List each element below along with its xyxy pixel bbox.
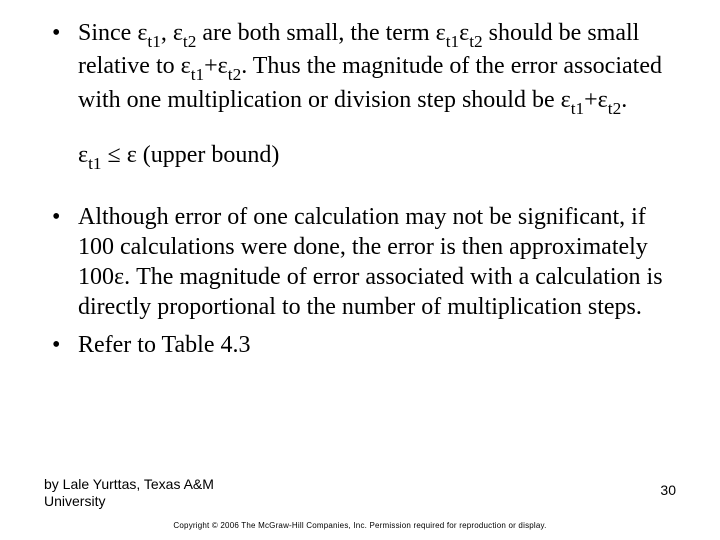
bullet-1: Since εt1, εt2 are both small, the term … bbox=[48, 18, 680, 118]
slide-content: Since εt1, εt2 are both small, the term … bbox=[48, 18, 680, 368]
text: , ε bbox=[161, 20, 183, 46]
text: ε bbox=[78, 142, 88, 168]
subscript: t2 bbox=[608, 99, 621, 118]
footer-author: by Lale Yurttas, Texas A&M University bbox=[44, 476, 244, 510]
text: +ε bbox=[584, 87, 608, 113]
bullet-2: Although error of one calculation may no… bbox=[48, 202, 680, 322]
subscript: t2 bbox=[228, 65, 241, 84]
subscript: t1 bbox=[191, 65, 204, 84]
subscript: t1 bbox=[88, 154, 101, 173]
subscript: t1 bbox=[571, 99, 584, 118]
bullet-3: Refer to Table 4.3 bbox=[48, 330, 680, 360]
text: are both small, the term ε bbox=[196, 20, 445, 46]
bullet-list: Since εt1, εt2 are both small, the term … bbox=[48, 18, 680, 118]
text: Since ε bbox=[78, 20, 147, 46]
text: ε bbox=[459, 20, 469, 46]
text: ≤ ε (upper bound) bbox=[102, 142, 280, 168]
page-number: 30 bbox=[660, 482, 676, 498]
text: +ε bbox=[204, 53, 228, 79]
subscript: t1 bbox=[446, 32, 459, 51]
subscript: t1 bbox=[147, 32, 160, 51]
bullet-list-2: Although error of one calculation may no… bbox=[48, 202, 680, 360]
subscript: t2 bbox=[469, 32, 482, 51]
text: . bbox=[621, 87, 627, 113]
footer-copyright: Copyright © 2006 The McGraw-Hill Compani… bbox=[0, 521, 720, 530]
slide: Since εt1, εt2 are both small, the term … bbox=[0, 0, 720, 540]
upper-bound-line: εt1 ≤ ε (upper bound) bbox=[48, 140, 680, 173]
text: Refer to Table 4.3 bbox=[78, 332, 251, 358]
text: Although error of one calculation may no… bbox=[78, 204, 663, 320]
subscript: t2 bbox=[183, 32, 196, 51]
